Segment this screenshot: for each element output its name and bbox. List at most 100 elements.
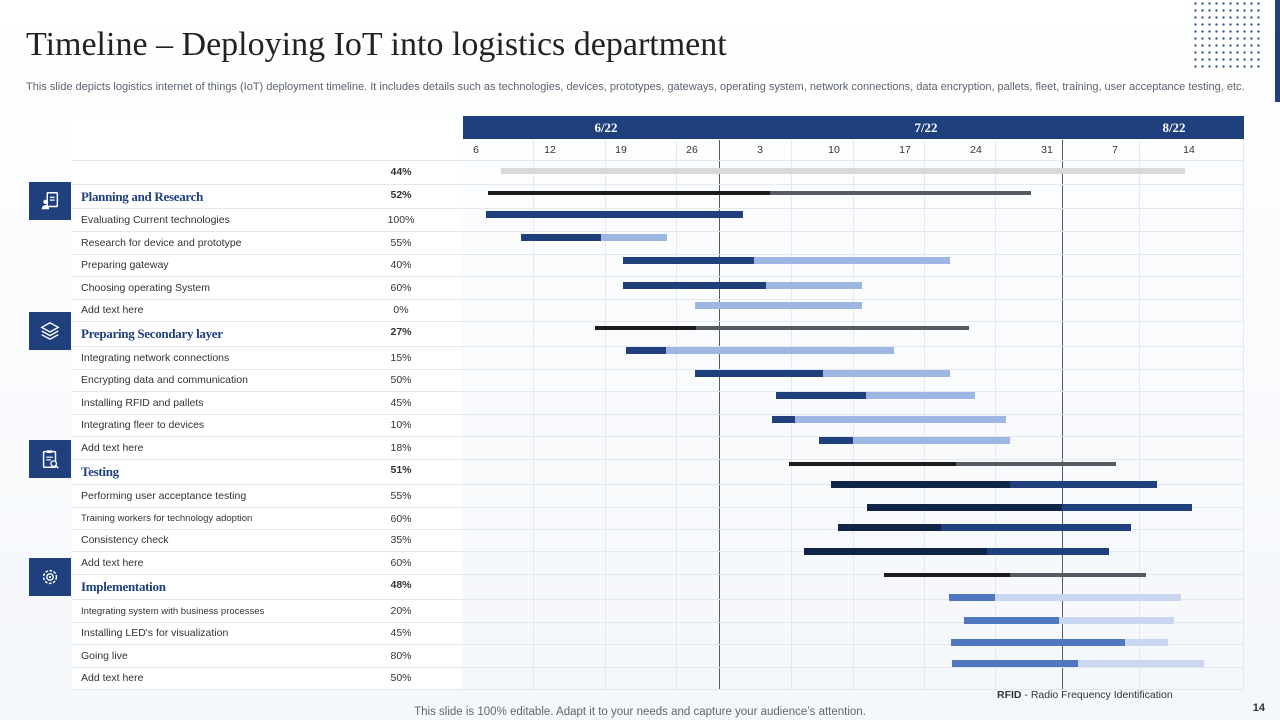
slide-title[interactable]: Timeline – Deploying IoT into logistics …	[26, 26, 727, 63]
task-bar[interactable]	[626, 347, 894, 354]
task-label[interactable]: Add text here	[81, 304, 144, 316]
task-label[interactable]: Add text here	[81, 672, 144, 684]
row-divider	[72, 667, 1244, 668]
bar-done	[595, 326, 696, 330]
task-bar[interactable]	[949, 594, 1181, 601]
task-bar[interactable]	[772, 416, 1006, 423]
bar-remaining	[955, 462, 1116, 466]
bar-done	[789, 462, 956, 466]
day-label: 6	[473, 144, 479, 156]
task-percent[interactable]: 50%	[390, 672, 412, 684]
task-label[interactable]: Integrating network connections	[81, 352, 230, 364]
phase-title[interactable]: Planning and Research	[81, 189, 204, 204]
task-label[interactable]: Research for device and prototype	[81, 237, 242, 249]
phase-percent[interactable]: 27%	[390, 326, 412, 338]
phase-bar	[595, 326, 969, 330]
task-label[interactable]: Going live	[81, 650, 128, 662]
task-percent[interactable]: 45%	[390, 397, 412, 409]
task-bar[interactable]	[819, 437, 1010, 444]
task-bar[interactable]	[695, 302, 862, 309]
task-bar[interactable]	[964, 617, 1174, 624]
task-percent[interactable]: 100%	[387, 214, 415, 226]
day-label: 7	[1112, 144, 1118, 156]
phase-bar	[789, 462, 1116, 466]
bar-done	[819, 437, 854, 444]
task-percent[interactable]: 60%	[390, 282, 412, 294]
task-label[interactable]: Choosing operating System	[81, 282, 210, 294]
bar-done	[521, 234, 602, 241]
task-percent[interactable]: 45%	[390, 627, 412, 639]
task-bar[interactable]	[838, 524, 1131, 531]
task-label[interactable]: Add text here	[81, 557, 144, 569]
bar-remaining	[1058, 617, 1174, 624]
task-bar[interactable]	[521, 234, 667, 241]
slide-subtitle[interactable]: This slide depicts logistics internet of…	[26, 81, 1245, 93]
phase-percent[interactable]: 52%	[390, 189, 412, 201]
task-label[interactable]: Integrating fleer to devices	[81, 419, 205, 431]
row-divider	[72, 184, 1244, 185]
phase-title[interactable]: Implementation	[81, 579, 166, 594]
task-label[interactable]: Evaluating Current technologies	[81, 214, 230, 226]
task-percent[interactable]: 60%	[390, 557, 412, 569]
task-bar[interactable]	[486, 211, 743, 218]
task-percent[interactable]: 55%	[390, 237, 412, 249]
phase-title[interactable]: Testing	[81, 464, 119, 479]
bar-remaining	[666, 347, 894, 354]
gear-target-icon	[42, 569, 58, 585]
task-bar[interactable]	[804, 548, 1109, 555]
bar-remaining	[853, 437, 1010, 444]
task-percent[interactable]: 55%	[390, 490, 412, 502]
phase-icon-box	[29, 312, 71, 350]
overall-percent[interactable]: 44%	[390, 166, 412, 178]
task-percent[interactable]: 18%	[390, 442, 412, 454]
task-label[interactable]: Add text here	[81, 442, 144, 454]
phase-percent[interactable]: 48%	[390, 579, 412, 591]
task-bar[interactable]	[951, 639, 1168, 646]
task-percent[interactable]: 80%	[390, 650, 412, 662]
phase-title[interactable]: Preparing Secondary layer	[81, 326, 223, 341]
bar-done	[623, 282, 767, 289]
task-bar[interactable]	[867, 504, 1192, 511]
bar-remaining	[987, 548, 1109, 555]
month-label: 6/22	[594, 120, 618, 135]
task-label[interactable]: Encrypting data and communication	[81, 374, 248, 386]
task-percent[interactable]: 35%	[390, 534, 412, 546]
task-percent[interactable]: 40%	[390, 259, 412, 271]
row-divider	[72, 551, 1244, 552]
month-label: 8/22	[1162, 120, 1186, 135]
task-percent[interactable]: 10%	[390, 419, 412, 431]
task-label[interactable]: Consistency check	[81, 534, 169, 546]
bar-remaining	[770, 191, 1031, 195]
task-percent[interactable]: 15%	[390, 352, 412, 364]
task-percent[interactable]: 50%	[390, 374, 412, 386]
bar-remaining	[795, 416, 1006, 423]
grid-line	[1243, 140, 1244, 690]
task-label[interactable]: Installing RFID and pallets	[81, 397, 204, 409]
row-divider	[72, 529, 1244, 530]
task-bar[interactable]	[695, 370, 950, 377]
day-label: 26	[686, 144, 698, 156]
task-bar[interactable]	[952, 660, 1204, 667]
task-label[interactable]: Performing user acceptance testing	[81, 490, 247, 502]
slide-footer[interactable]: This slide is 100% editable. Adapt it to…	[414, 706, 866, 718]
task-bar[interactable]	[776, 392, 975, 399]
task-bar[interactable]	[623, 257, 950, 264]
task-bar[interactable]	[623, 282, 862, 289]
task-percent[interactable]: 0%	[393, 304, 409, 316]
phase-bar	[884, 573, 1146, 577]
task-label[interactable]: Installing LED's for visualization	[81, 627, 229, 639]
task-percent[interactable]: 20%	[390, 605, 412, 617]
row-divider	[72, 231, 1244, 232]
task-label[interactable]: Integrating system with business process…	[81, 606, 265, 617]
task-label[interactable]: Preparing gateway	[81, 259, 169, 271]
task-label[interactable]: Training workers for technology adoption	[81, 513, 253, 524]
row-divider	[72, 391, 1244, 392]
footnote: RFID - Radio Frequency Identification	[997, 689, 1173, 701]
row-divider	[72, 507, 1244, 508]
phase-percent[interactable]: 51%	[390, 464, 412, 476]
month-label: 7/22	[914, 120, 938, 135]
task-percent[interactable]: 60%	[390, 513, 412, 525]
task-bar[interactable]	[831, 481, 1157, 488]
bar-remaining	[995, 594, 1181, 601]
grid-line	[1139, 140, 1140, 690]
